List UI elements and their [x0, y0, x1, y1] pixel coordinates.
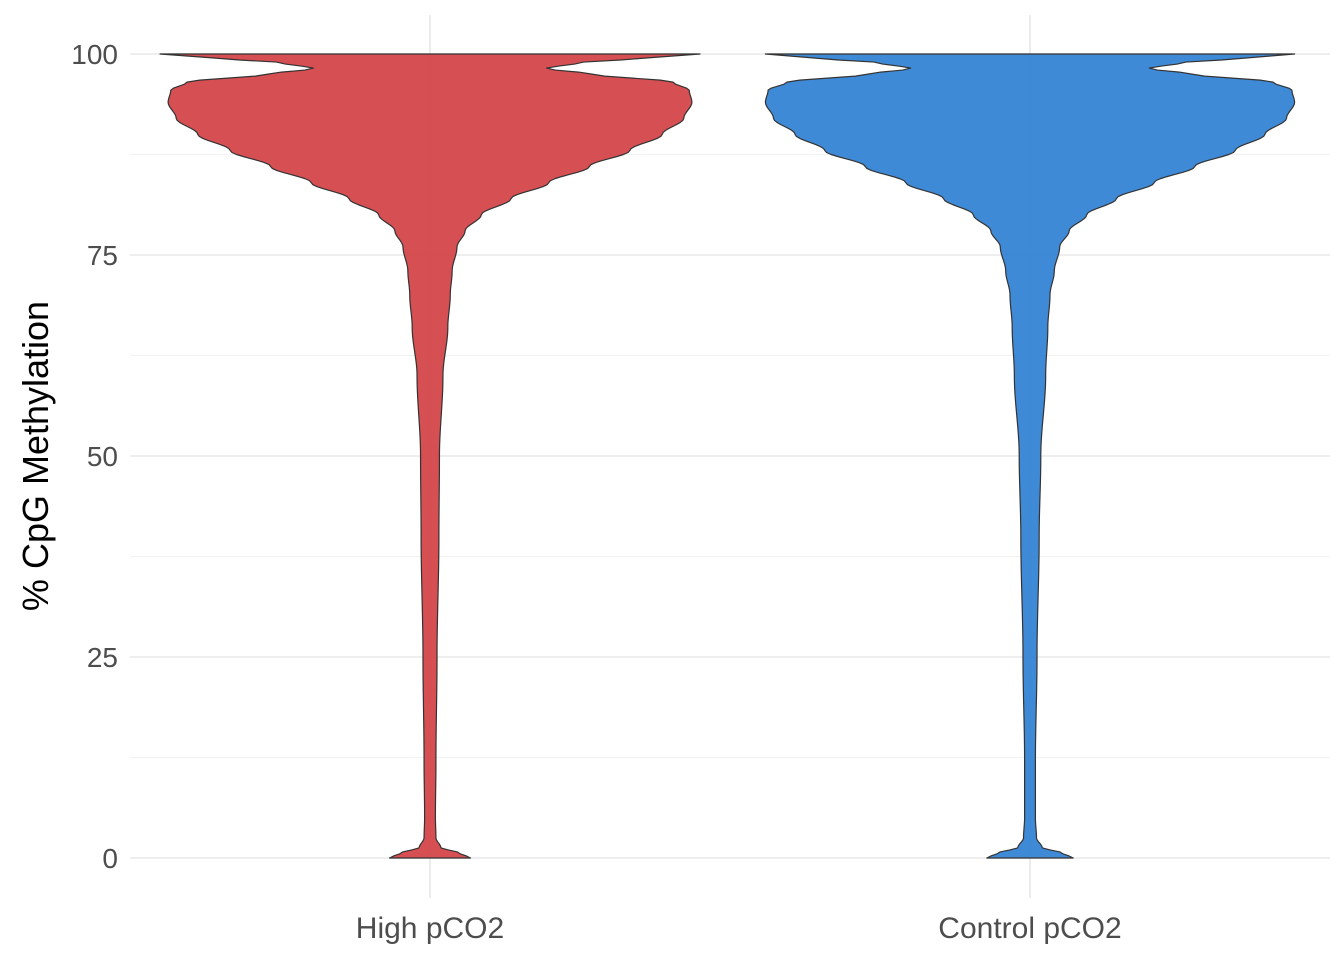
- x-tick-label: Control pCO2: [938, 912, 1121, 945]
- y-tick-label: 50: [87, 441, 118, 472]
- y-axis-ticks: 0 25 50 75 100: [71, 39, 118, 874]
- violins: [159, 53, 1296, 859]
- y-tick-label: 0: [102, 843, 118, 874]
- violin-high-pco2: [159, 53, 701, 859]
- y-tick-label: 25: [87, 642, 118, 673]
- y-tick-label: 100: [71, 39, 118, 70]
- x-axis-ticks: High pCO2 Control pCO2: [356, 912, 1122, 945]
- violin-control-pco2: [764, 53, 1296, 859]
- y-axis-label: % CpG Methylation: [15, 301, 56, 611]
- y-tick-label: 75: [87, 240, 118, 271]
- x-tick-label: High pCO2: [356, 912, 504, 945]
